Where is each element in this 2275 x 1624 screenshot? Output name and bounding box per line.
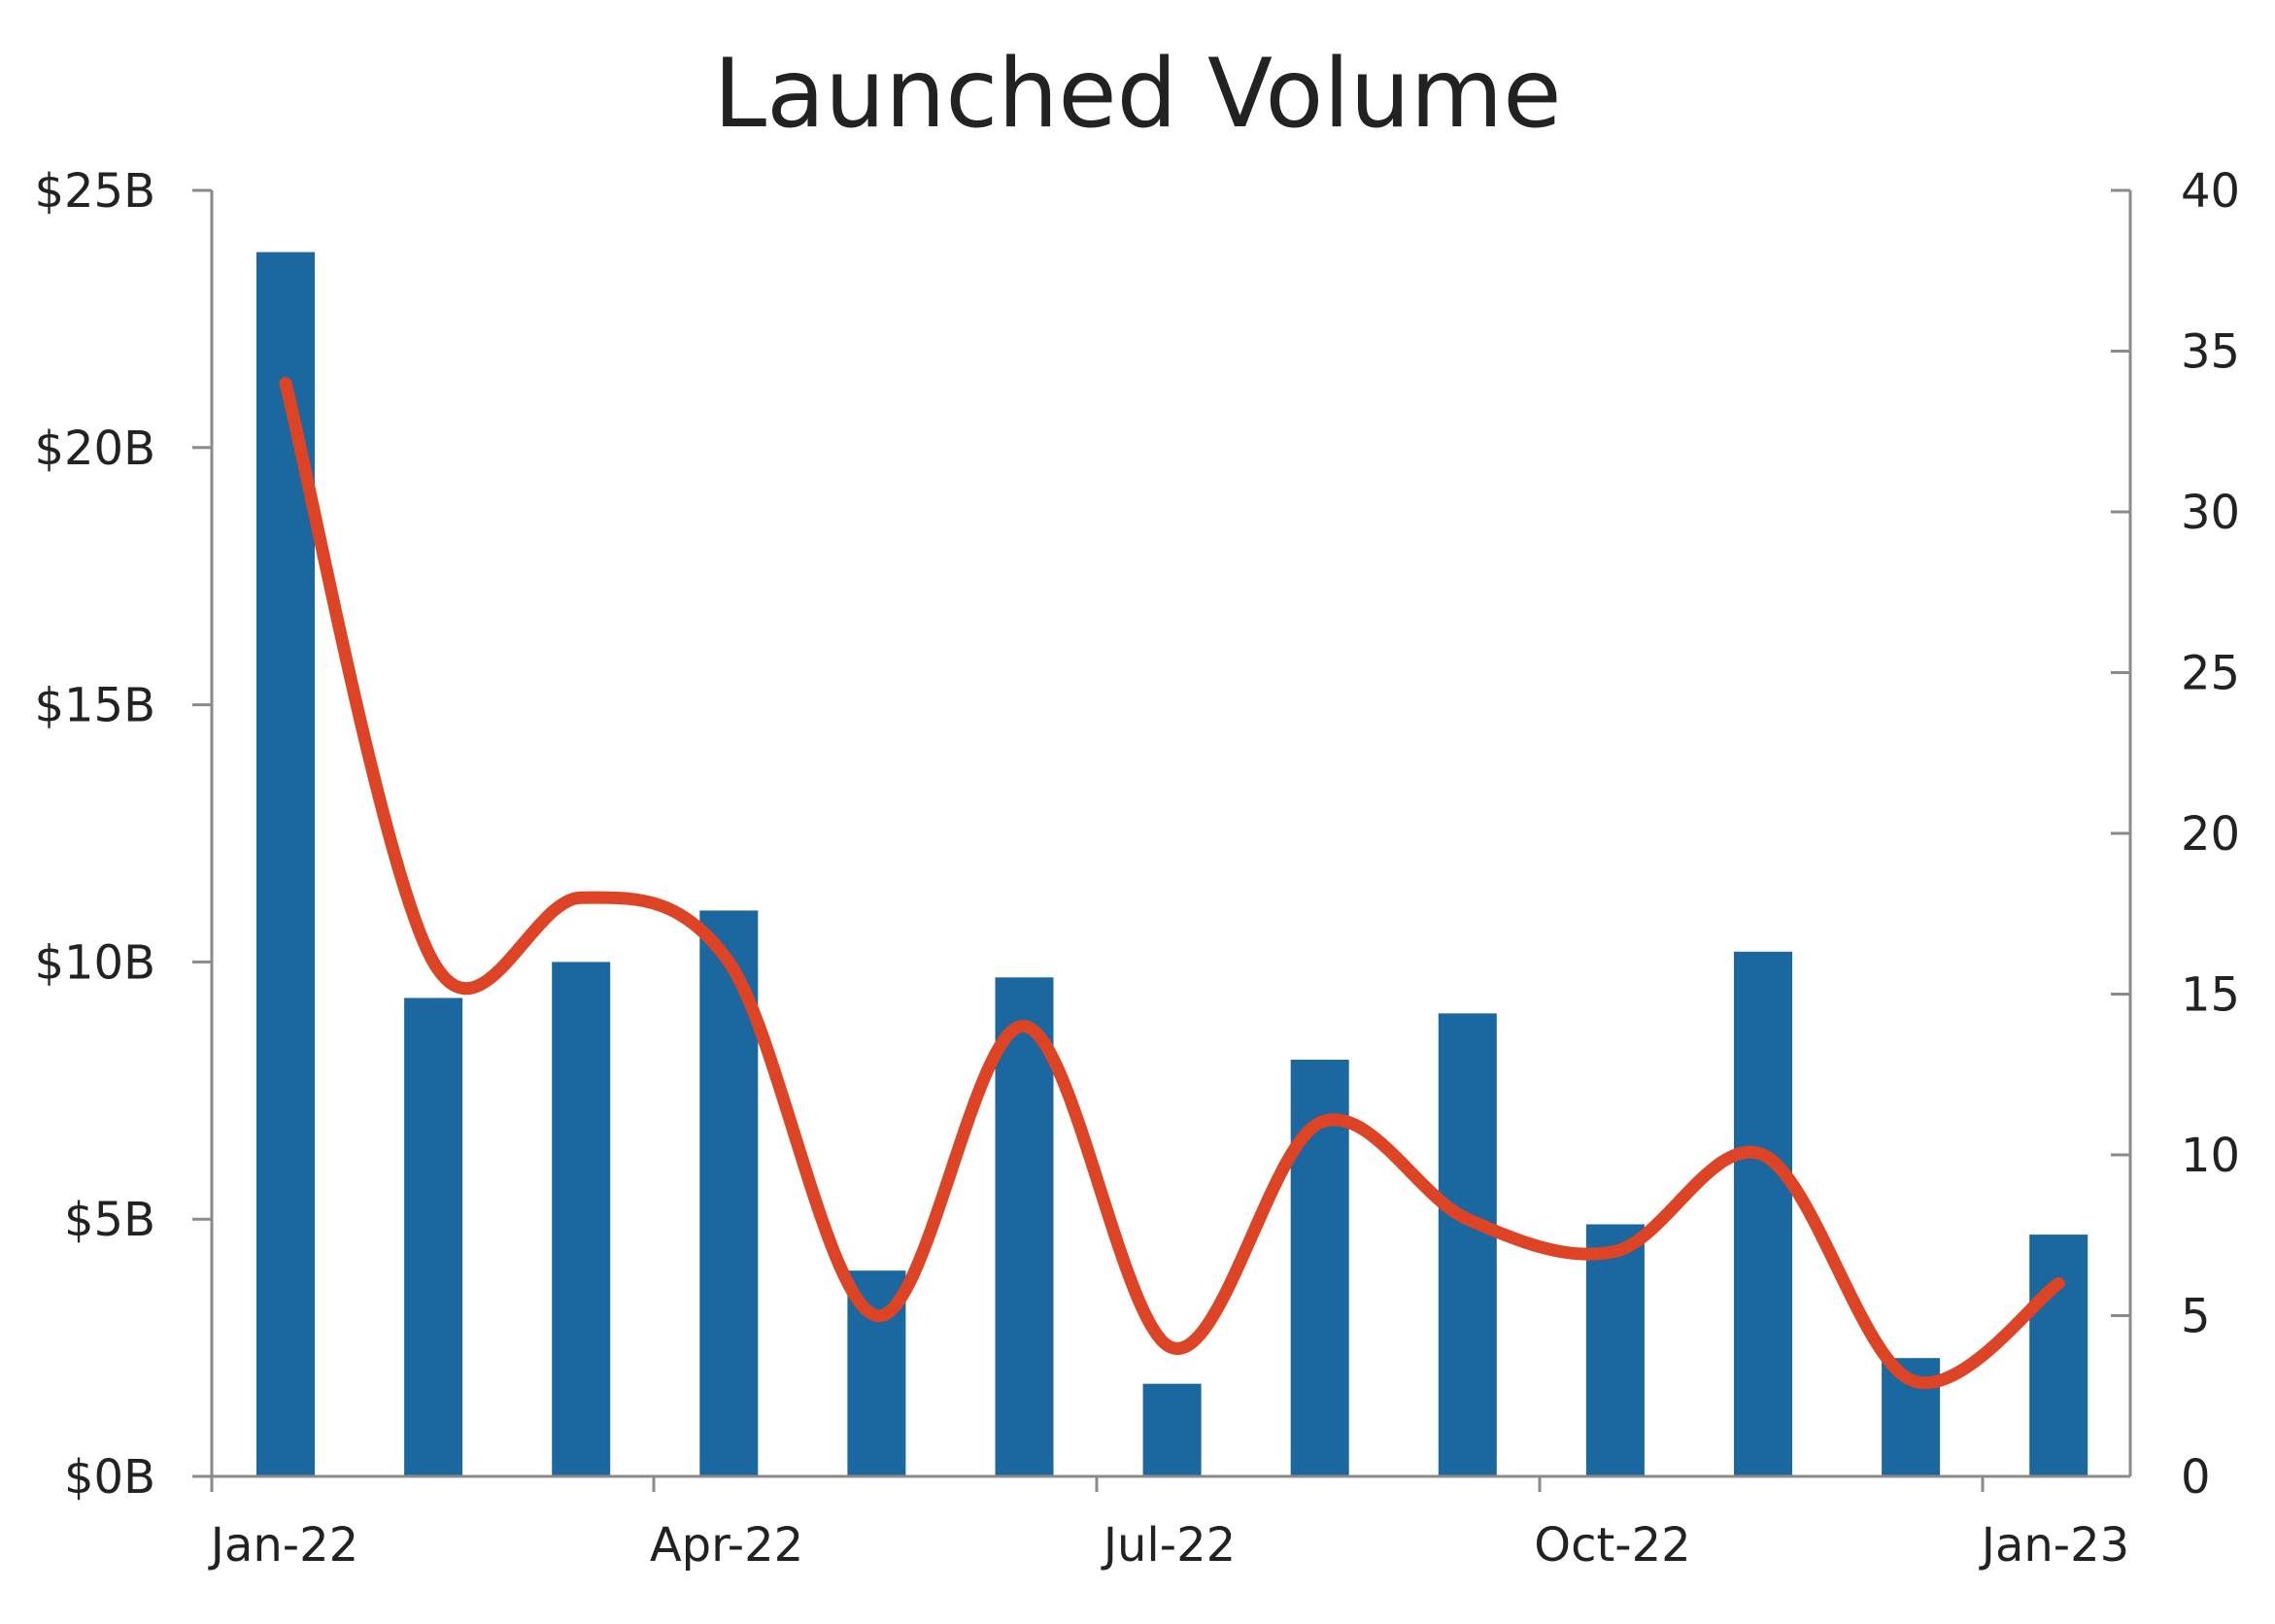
bar-Oct-22 [1585,1224,1645,1476]
bar-Feb-22 [404,998,463,1476]
left-y-tick-label: $15B [34,679,155,733]
right-y-tick-label: 35 [2181,325,2240,380]
right-y-tick-label: 20 [2181,807,2240,862]
x-tick-label: Apr-22 [650,1518,803,1573]
bar-Sep-22 [1438,1013,1497,1476]
right-y-tick-label: 10 [2181,1129,2240,1183]
bar-Jun-22 [995,977,1054,1476]
bars-layer [256,252,2088,1476]
x-tick-label: Jan-23 [1979,1518,2129,1573]
right-y-tick-label: 5 [2181,1290,2211,1344]
left-y-tick-label: $5B [64,1193,155,1247]
x-tick-label: Jan-22 [208,1518,358,1573]
bar-Jan-23 [2029,1235,2088,1476]
left-y-tick-label: $20B [34,422,155,476]
x-tick-label: Oct-22 [1534,1518,1690,1573]
left-y-tick-label: $0B [64,1450,155,1505]
right-y-tick-label: 15 [2181,968,2240,1023]
line-layer [279,377,2065,1389]
right-y-tick-label: 30 [2181,486,2240,540]
labels-layer: $0B $5B $10B $15B $20B $25B 0 5 10 15 20 25 30 35 40 Ja… [34,164,2240,1573]
bar-Jul-22 [1142,1383,1202,1476]
bar-Nov-22 [1734,951,1792,1476]
chart-title: Launched Volume [713,39,1562,150]
axes-layer [192,188,2132,1492]
count-line [279,377,2065,1389]
right-y-tick-label: 40 [2181,164,2240,219]
bar-Jan-22 [256,252,315,1476]
right-y-tick-label: 0 [2181,1450,2211,1505]
bar-Mar-22 [552,962,611,1476]
left-y-tick-label: $25B [34,164,155,219]
right-y-tick-label: 25 [2181,647,2240,701]
x-tick-label: Jul-22 [1101,1518,1236,1573]
left-y-tick-label: $10B [34,935,155,990]
